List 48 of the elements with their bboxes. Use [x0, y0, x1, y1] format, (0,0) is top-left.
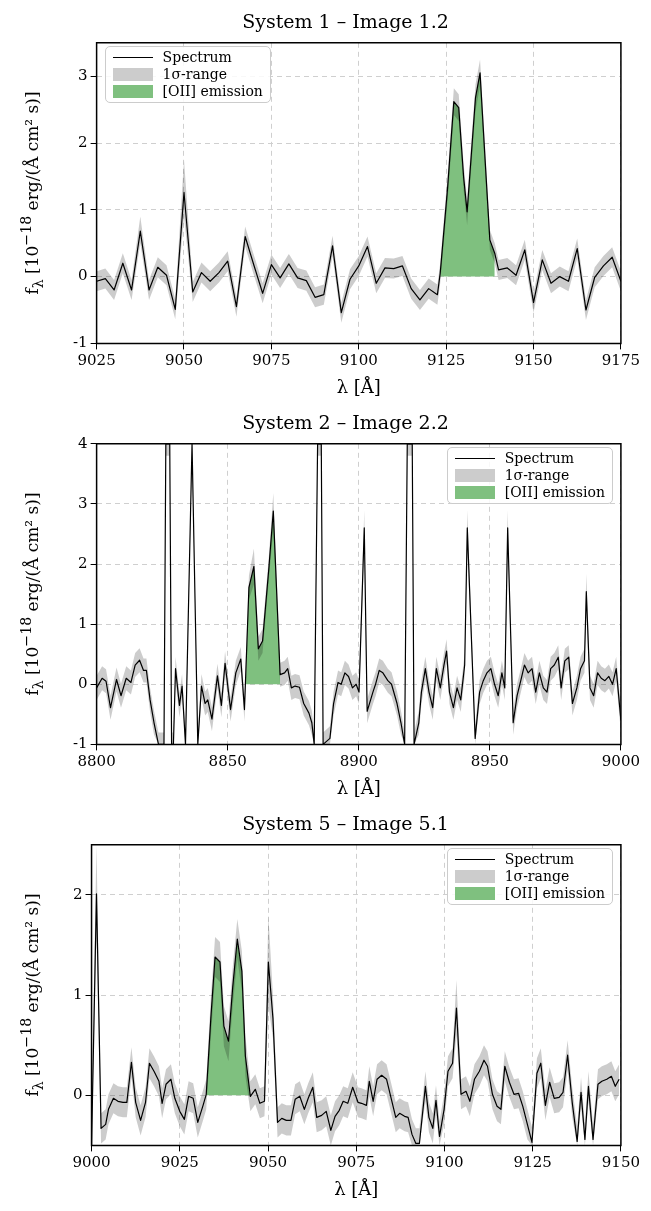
x-tick-label: 8850 — [208, 752, 247, 771]
legend-label: Spectrum — [504, 450, 574, 467]
x-tick-label: 9125 — [513, 1153, 552, 1172]
x-tick-label: 9000 — [601, 752, 641, 771]
y-tick-label: -1 — [72, 734, 88, 753]
y-tick-label: 1 — [78, 614, 88, 633]
x-axis-title: λ [Å] — [334, 1177, 379, 1199]
y-tick-label: 2 — [73, 884, 83, 903]
legend-label: 1σ-range — [504, 467, 570, 484]
y-tick-label: 3 — [78, 66, 88, 85]
x-axis-title: λ [Å] — [336, 375, 381, 397]
y-tick-label: 4 — [78, 433, 88, 452]
chart-title: System 5 – Image 5.1 — [242, 812, 449, 835]
x-tick-label: 8900 — [339, 752, 378, 771]
legend-label: [OII] emission — [504, 885, 605, 902]
legend-label: Spectrum — [504, 851, 574, 868]
x-axis-title: λ [Å] — [336, 776, 381, 798]
x-tick-label: 9050 — [164, 351, 204, 370]
y-tick-label: 0 — [78, 266, 88, 285]
x-tick-label: 9075 — [337, 1153, 376, 1172]
legend-label: 1σ-range — [504, 868, 570, 885]
x-tick-label: 9150 — [601, 1153, 641, 1172]
x-tick-label: 9025 — [160, 1153, 199, 1172]
legend-label: [OII] emission — [504, 484, 605, 501]
x-tick-label: 9000 — [72, 1153, 111, 1172]
x-tick-label: 9025 — [77, 351, 116, 370]
y-tick-label: 0 — [73, 1085, 83, 1104]
x-tick-label: 8950 — [470, 752, 509, 771]
y-tick-label: 1 — [78, 199, 88, 218]
x-tick-label: 9175 — [601, 351, 641, 370]
legend-label: Spectrum — [162, 49, 232, 66]
y-tick-label: 2 — [78, 132, 88, 151]
y-tick-label: 2 — [78, 553, 88, 572]
x-tick-label: 8800 — [77, 752, 116, 771]
x-tick-label: 9100 — [339, 351, 378, 370]
chart-title: System 1 – Image 1.2 — [242, 10, 449, 33]
chart-title: System 2 – Image 2.2 — [242, 411, 449, 434]
y-tick-label: 1 — [73, 984, 83, 1003]
x-tick-label: 9075 — [252, 351, 291, 370]
x-tick-label: 9100 — [425, 1153, 464, 1172]
x-tick-label: 9050 — [248, 1153, 288, 1172]
y-tick-label: 3 — [78, 493, 88, 512]
legend-label: [OII] emission — [162, 83, 263, 100]
legend-label: 1σ-range — [162, 66, 228, 83]
x-tick-label: 9150 — [514, 351, 553, 370]
y-tick-label: 0 — [78, 674, 88, 693]
x-tick-label: 9125 — [427, 351, 466, 370]
y-tick-label: -1 — [72, 333, 88, 352]
